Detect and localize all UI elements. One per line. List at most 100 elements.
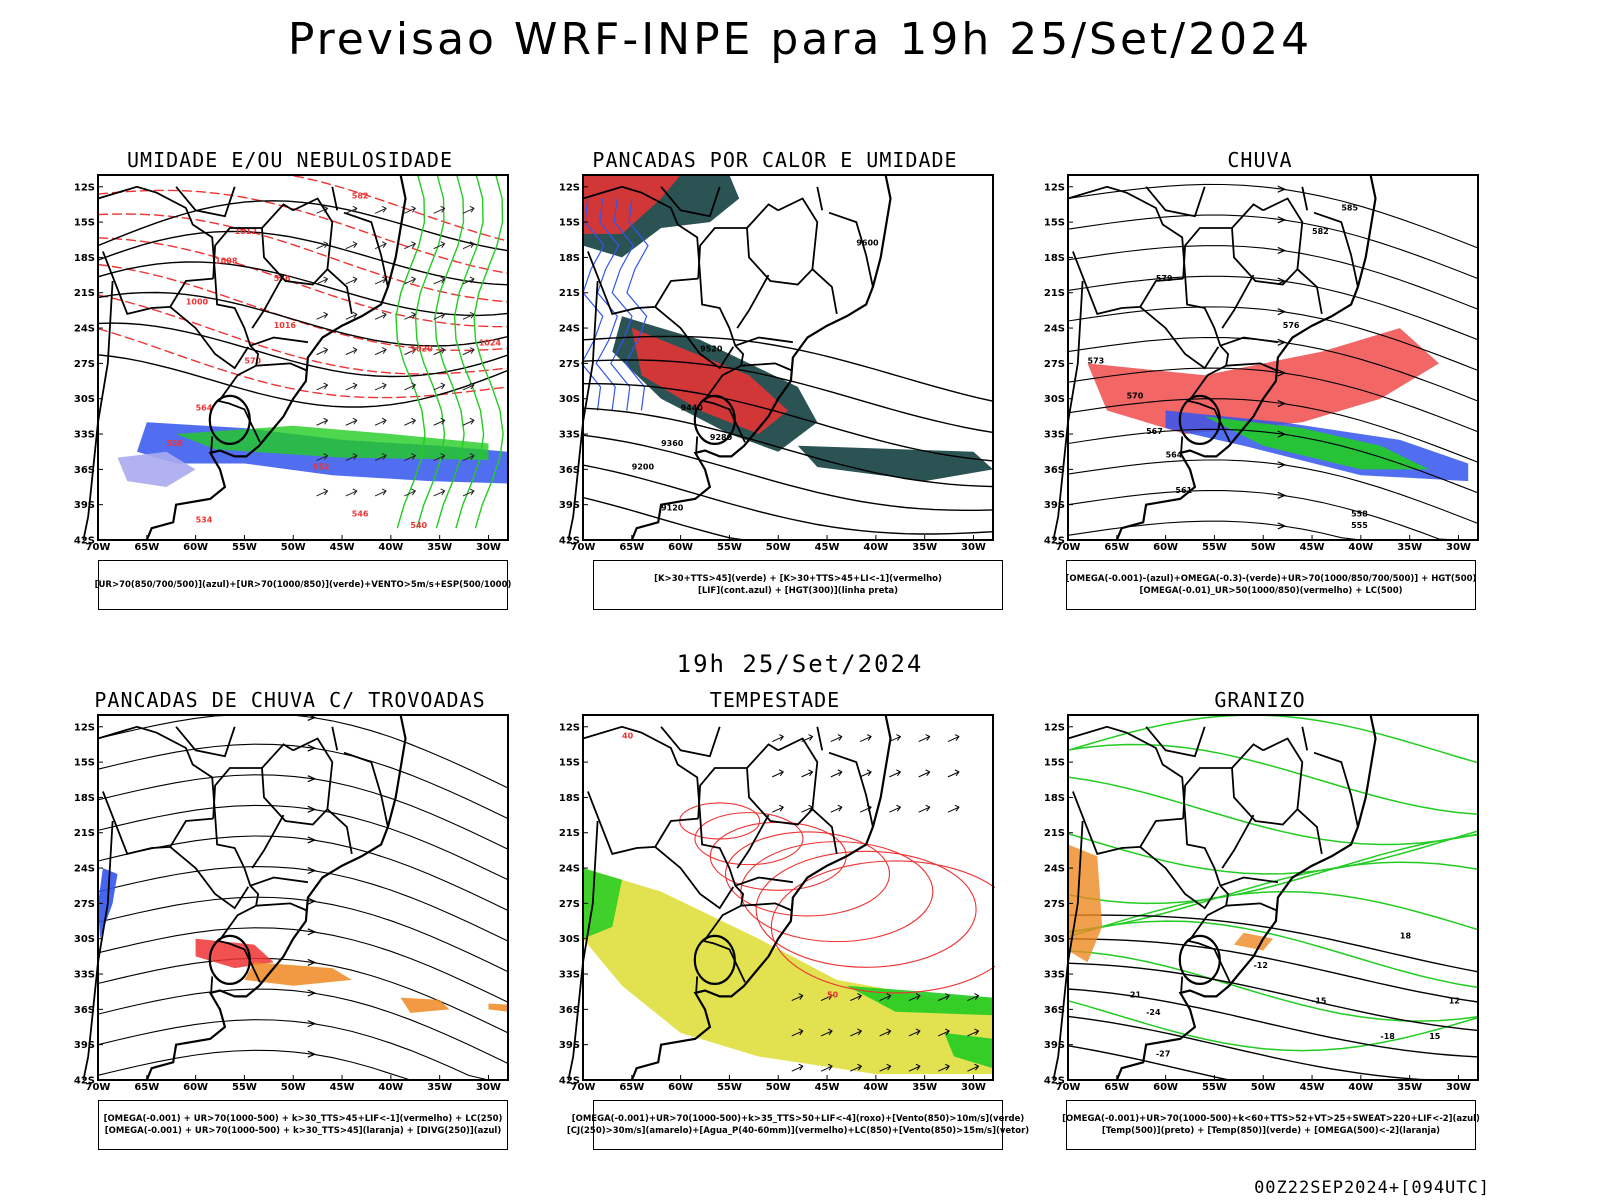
country-border: [567, 820, 599, 1081]
coastline: [1115, 714, 1377, 1081]
country-border: [1180, 976, 1184, 992]
country-border: [1231, 197, 1304, 286]
country-border: [1301, 186, 1309, 211]
wind-vector: [859, 769, 872, 778]
lon-tick-label: 55W: [232, 542, 257, 553]
lat-tick-label: 12S: [74, 182, 95, 193]
uruguay-outline: [208, 394, 251, 446]
contour-label: 9440: [681, 403, 704, 412]
wind-vector: [345, 417, 358, 426]
basemap: [567, 174, 892, 541]
contour-label: 579: [1156, 274, 1173, 283]
panel-title: PANCADAS DE CHUVA C/ TROVOADAS: [94, 688, 486, 712]
country-border: [1067, 725, 1231, 983]
lif-contour: [610, 198, 635, 411]
country-border: [210, 436, 214, 452]
wind-vector: [404, 453, 417, 462]
wind-vector: [462, 241, 475, 250]
country-border: [1145, 726, 1206, 758]
streamline-arrow: [307, 836, 317, 844]
country-border: [1220, 876, 1279, 887]
lat-tick-label: 33S: [1044, 430, 1065, 441]
wind-vector: [316, 382, 329, 391]
wind-vector: [791, 1063, 804, 1072]
wind-vector: [433, 276, 446, 285]
lat-tick-label: 33S: [1044, 970, 1065, 981]
basemap: [82, 714, 407, 1081]
country-border: [582, 725, 746, 983]
lat-tick-label: 12S: [1044, 722, 1065, 733]
country-border: [736, 814, 770, 869]
plot-background: [98, 715, 508, 1080]
temp-850-contour: [1067, 834, 1479, 905]
page-title: Previsao WRF-INPE para 19h 25/Set/2024: [287, 14, 1313, 65]
country-border: [1221, 274, 1255, 329]
lon-tick-label: 40W: [378, 542, 403, 553]
map-tempestade: 40 50 12S 15S 18S 21S 24S 27S 30S 33S 36S 39S 42S70W…: [559, 714, 995, 1093]
country-border: [735, 876, 794, 887]
humidity-1000-850-contour: [414, 174, 446, 529]
lon-tick-label: 50W: [766, 1082, 791, 1093]
contour-line: [97, 237, 509, 328]
contour-label: -15: [1312, 996, 1327, 1005]
plot-frame: [582, 174, 994, 541]
lat-tick-label: 12S: [559, 722, 580, 733]
lat-tick-label: 15S: [559, 758, 580, 769]
lon-tick-label: 60W: [1153, 542, 1178, 553]
lon-tick-label: 30W: [1446, 1082, 1471, 1093]
contour-label: 540: [410, 521, 427, 530]
lat-tick-label: 42S: [1044, 536, 1065, 547]
country-border: [97, 185, 261, 443]
contour-line: [97, 200, 509, 252]
wind-vector: [908, 993, 921, 1002]
country-border: [251, 274, 285, 329]
contour-label: 561: [1175, 486, 1192, 495]
country-border: [210, 976, 214, 992]
wind-vector: [374, 205, 387, 214]
streamline-arrow: [307, 866, 317, 875]
lon-tick-label: 45W: [815, 542, 840, 553]
contour-line: [97, 230, 509, 286]
uruguay-outline: [693, 394, 736, 446]
country-border: [1139, 846, 1220, 910]
streamline-arrow: [307, 897, 317, 905]
contour-label: 9360: [661, 439, 684, 448]
legend-line: [LIF](cont.azul) + [HGT(300)](linha pret…: [697, 586, 899, 596]
country-border: [326, 268, 353, 315]
lon-tick-label: 35W: [1397, 1082, 1422, 1093]
streamline-arrow: [1277, 308, 1287, 316]
contour-label: 564: [196, 403, 213, 412]
wind-vector: [820, 1028, 833, 1037]
streamline-arrow: [307, 744, 317, 752]
wind-vector: [316, 311, 329, 320]
wind-vector: [433, 382, 446, 391]
plot-frame: [97, 174, 509, 541]
lat-tick-label: 21S: [74, 288, 95, 299]
contour-label: 585: [1341, 203, 1358, 212]
lon-tick-label: 60W: [183, 1082, 208, 1093]
country-border: [256, 902, 308, 912]
contour-line: [583, 383, 994, 462]
wind-vector: [801, 769, 814, 778]
lon-tick-label: 65W: [619, 542, 644, 553]
country-border: [587, 251, 699, 315]
panel-legend: [OMEGA(-0.001)+UR>70(1000-500)+k>35_TTS>…: [567, 1100, 1029, 1150]
wind-vector: [374, 311, 387, 320]
lat-tick-label: 21S: [559, 288, 580, 299]
wind-vector: [967, 1063, 980, 1072]
wind-vector: [947, 804, 960, 813]
lon-tick-label: 30W: [476, 1082, 501, 1093]
temp-850-contour: [1067, 776, 1479, 846]
country-border: [660, 186, 721, 218]
lat-tick-label: 33S: [74, 430, 95, 441]
lat-tick-label: 27S: [74, 359, 95, 370]
lon-tick-label: 65W: [619, 1082, 644, 1093]
temp-850-contour: [1067, 830, 1479, 875]
lat-tick-label: 15S: [74, 218, 95, 229]
lon-tick-label: 45W: [815, 1082, 840, 1093]
temp-850-contour: [1067, 890, 1479, 938]
legend-line: [OMEGA(-0.001)-(azul)+OMEGA(-0.3)-(verde…: [1065, 574, 1477, 584]
wind-vector: [374, 453, 387, 462]
